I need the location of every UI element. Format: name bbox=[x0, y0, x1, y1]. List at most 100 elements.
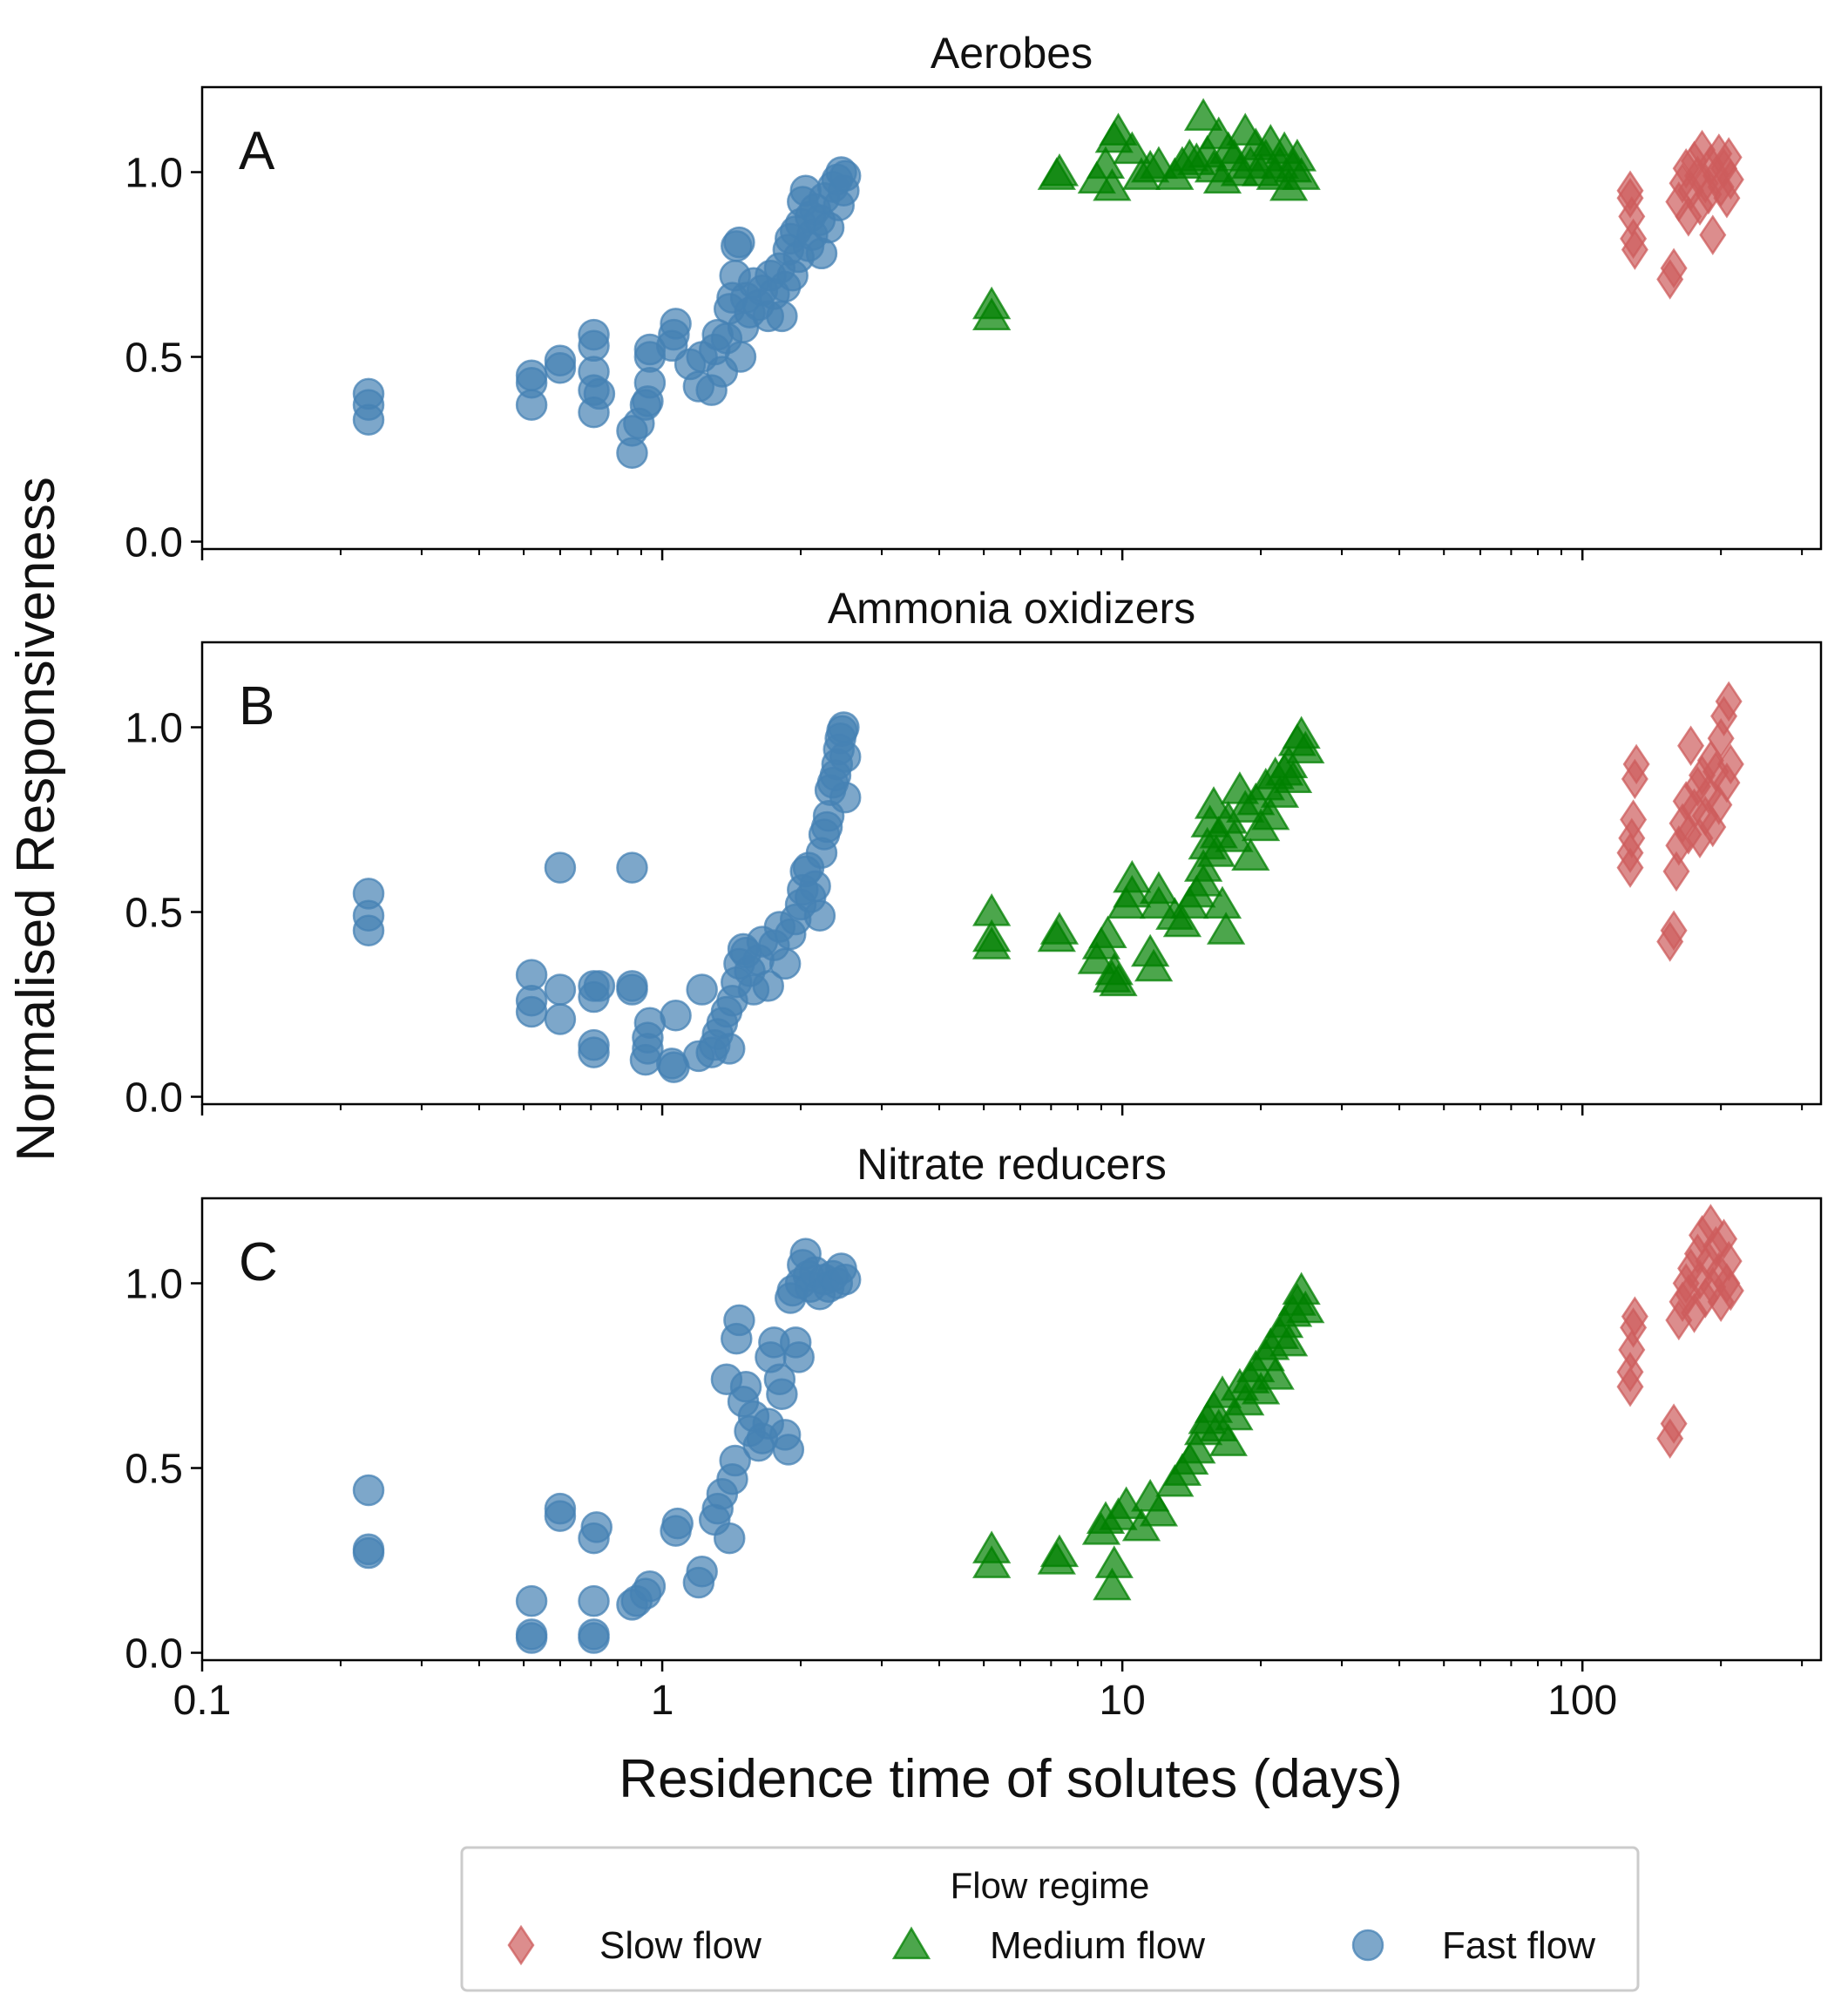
slow-flow-point bbox=[1677, 725, 1705, 766]
medium-flow-point bbox=[1208, 1423, 1248, 1456]
y-tick-label: 1.0 bbox=[125, 1262, 183, 1308]
fast-flow-point bbox=[729, 1370, 762, 1403]
fast-flow-point bbox=[772, 1434, 805, 1466]
medium-flow-point bbox=[1231, 837, 1270, 871]
legend-entry-medium: Medium flow bbox=[891, 1924, 1205, 1967]
fast-flow-point bbox=[544, 1003, 577, 1035]
panel-title: Nitrate reducers bbox=[856, 1140, 1167, 1189]
fast-flow-point bbox=[515, 359, 548, 391]
fast-flow-point bbox=[352, 1474, 385, 1507]
medium-flow-point bbox=[1099, 112, 1138, 146]
plot-frame bbox=[200, 641, 1823, 1106]
y-axis-label: Normalised Responsiveness bbox=[6, 477, 66, 1162]
fast-flow-point bbox=[583, 377, 616, 410]
fast-flow-point bbox=[544, 973, 577, 1006]
y-tick-label: 0.5 bbox=[125, 336, 183, 382]
medium-flow-point bbox=[1206, 912, 1246, 945]
fast-flow-point bbox=[515, 1618, 548, 1651]
slow-flow-point bbox=[1660, 248, 1688, 289]
fast-flow-point bbox=[803, 899, 836, 932]
medium-flow-point bbox=[972, 893, 1012, 926]
fast-flow-point bbox=[686, 1555, 718, 1588]
medium-flow-point bbox=[1139, 871, 1179, 905]
panel-A: Aerobes 0.0 0.5 1.0 A bbox=[125, 29, 1823, 566]
x-tick-label: 10 bbox=[1099, 1678, 1145, 1724]
fast-flow-point bbox=[578, 1028, 610, 1061]
legend-label-slow: Slow flow bbox=[599, 1924, 762, 1967]
fast-flow-point bbox=[578, 318, 610, 351]
medium-flow-point bbox=[972, 286, 1012, 320]
medium-flow-point bbox=[1039, 1534, 1080, 1568]
legend-frame bbox=[460, 1846, 1640, 1992]
medium-flow-point bbox=[1113, 859, 1152, 893]
legend-marker-medium bbox=[891, 1926, 931, 1960]
fast-flow-point bbox=[544, 1492, 577, 1525]
fast-flow-point bbox=[782, 1341, 815, 1373]
fast-flow-point bbox=[828, 711, 860, 743]
fast-flow-point bbox=[723, 1304, 755, 1337]
plot-frame bbox=[200, 85, 1823, 551]
slow-flow-point bbox=[1660, 1403, 1688, 1444]
fast-flow-point bbox=[544, 344, 577, 377]
y-tick-label: 0.0 bbox=[125, 1631, 183, 1678]
points-C bbox=[352, 1204, 1744, 1654]
fast-flow-point bbox=[723, 226, 755, 259]
slow-flow-point bbox=[1715, 681, 1743, 722]
fast-flow-point bbox=[724, 341, 757, 373]
medium-flow-point bbox=[1134, 948, 1174, 982]
fast-flow-point bbox=[616, 970, 648, 1002]
medium-flow-point bbox=[1256, 1357, 1295, 1390]
medium-flow-point bbox=[1093, 1567, 1132, 1601]
fast-flow-point bbox=[829, 159, 862, 193]
legend-entry-fast: Fast flow bbox=[1351, 1924, 1595, 1967]
slow-flow-point bbox=[1716, 159, 1744, 200]
medium-flow-point bbox=[1039, 912, 1080, 945]
legend: Flow regime Slow flow Medium flow Fast flo… bbox=[460, 1846, 1640, 1992]
fast-flow-point bbox=[633, 1570, 667, 1603]
medium-flow-point bbox=[1099, 963, 1138, 997]
fast-flow-point bbox=[766, 1378, 798, 1410]
x-tick-label: 0.1 bbox=[173, 1678, 232, 1724]
slow-flow-point bbox=[1621, 229, 1648, 270]
legend-label-medium: Medium flow bbox=[990, 1924, 1205, 1967]
fast-flow-point bbox=[766, 300, 798, 333]
y-tick-label: 1.0 bbox=[125, 151, 183, 197]
panels: Aerobes 0.0 0.5 1.0 A Ammonia oxidizers 0.0 0.5… bbox=[125, 29, 1823, 1724]
fast-flow-point bbox=[352, 1533, 385, 1566]
y-tick-label: 1.0 bbox=[125, 706, 183, 752]
points-B bbox=[352, 681, 1744, 1083]
fast-flow-point bbox=[578, 1584, 610, 1617]
legend-marker-fast bbox=[1351, 1929, 1384, 1962]
medium-flow-point bbox=[1139, 1493, 1179, 1527]
fast-flow-point bbox=[660, 999, 692, 1032]
points-A bbox=[352, 98, 1744, 470]
fast-flow-point bbox=[515, 1584, 548, 1617]
fast-flow-point bbox=[713, 1033, 746, 1065]
slow-flow-point bbox=[1716, 743, 1744, 785]
fast-flow-point bbox=[768, 947, 802, 980]
medium-flow-point bbox=[1162, 904, 1202, 938]
slow-flow-point bbox=[1622, 743, 1650, 785]
fast-flow-point bbox=[686, 973, 718, 1006]
slow-flow-point bbox=[1699, 214, 1727, 255]
fast-flow-point bbox=[719, 1444, 751, 1477]
fast-flow-point bbox=[661, 1507, 694, 1540]
legend-entries: Slow flow Medium flow Fast flow bbox=[507, 1924, 1595, 1967]
fast-flow-point bbox=[515, 959, 548, 991]
y-tick-label: 0.5 bbox=[125, 1447, 183, 1493]
medium-flow-point bbox=[1251, 797, 1290, 831]
x-axis-label: Residence time of solutes (days) bbox=[619, 1749, 1402, 1809]
fast-flow-point bbox=[799, 870, 831, 903]
fast-flow-point bbox=[752, 970, 785, 1002]
medium-flow-point bbox=[972, 1530, 1012, 1563]
fast-flow-point bbox=[352, 377, 385, 410]
panel-C: Nitrate reducers 0.1 1 10 100 0.0 0.5 1.0 C bbox=[125, 1140, 1823, 1724]
legend-title: Flow regime bbox=[951, 1865, 1150, 1906]
legend-label-fast: Fast flow bbox=[1442, 1924, 1595, 1967]
fast-flow-point bbox=[578, 1618, 610, 1651]
medium-flow-point bbox=[1093, 168, 1132, 201]
fast-flow-point bbox=[583, 970, 616, 1002]
y-tick-label: 0.5 bbox=[125, 891, 183, 937]
medium-flow-point bbox=[1286, 1290, 1325, 1324]
